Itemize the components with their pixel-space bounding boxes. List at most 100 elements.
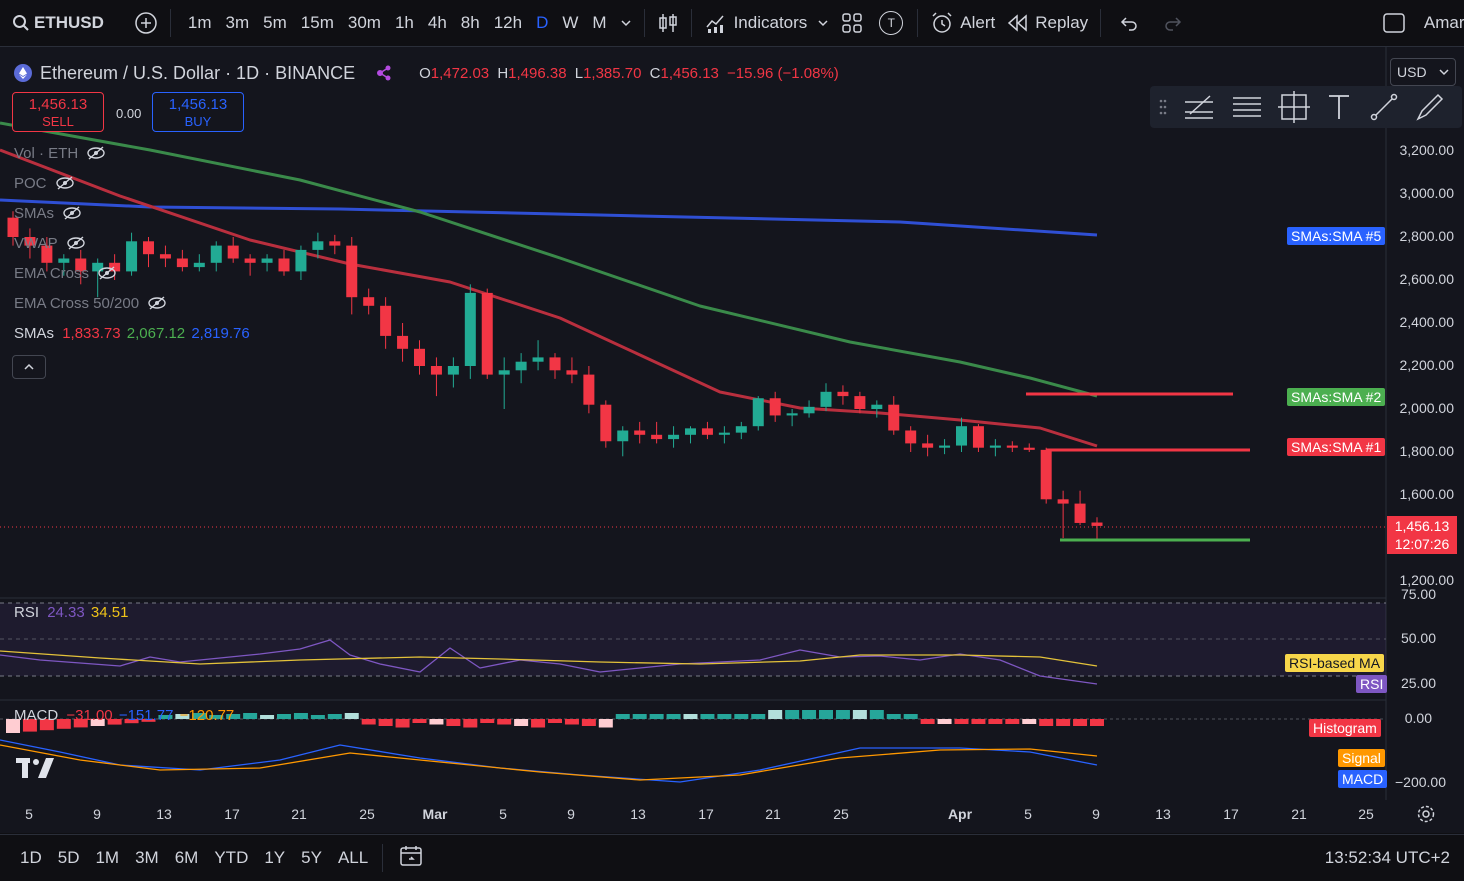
timeframe-dropdown[interactable] <box>614 0 638 46</box>
legend-vol[interactable]: Vol · ETH <box>14 145 106 162</box>
legend-ema-cross[interactable]: EMA Cross <box>14 265 117 282</box>
replay-button[interactable]: Replay <box>1001 0 1094 46</box>
timeframe-m[interactable]: M <box>592 13 607 32</box>
eye-slash-icon[interactable] <box>62 205 82 222</box>
time-tick: 9 <box>93 806 101 822</box>
eye-slash-icon[interactable] <box>147 295 167 312</box>
range-5y[interactable]: 5Y <box>301 848 322 867</box>
text-tool-icon[interactable] <box>1324 92 1354 122</box>
timeframe-5m[interactable]: 5m <box>263 13 287 32</box>
macd-badge[interactable]: MACD <box>1338 770 1388 788</box>
chevron-down-icon <box>1439 69 1449 76</box>
drag-handle-icon[interactable] <box>1158 97 1168 117</box>
rsi-ma-badge[interactable]: RSI-based MA <box>1285 654 1385 672</box>
candle-body <box>701 428 713 435</box>
macd-histogram-bar <box>243 713 258 719</box>
legend-vwap[interactable]: VWAP <box>14 235 86 252</box>
timeframe-w[interactable]: W <box>562 13 579 32</box>
eye-slash-icon[interactable] <box>97 265 117 282</box>
legend-smas[interactable]: SMAs 1,833.73 2,067.12 2,819.76 <box>14 325 250 342</box>
eye-slash-icon[interactable] <box>86 145 106 162</box>
rsi-legend[interactable]: RSI 24.33 34.51 <box>14 604 128 621</box>
collapse-legend-button[interactable] <box>12 355 46 379</box>
macd-histogram-bar <box>1056 719 1071 726</box>
legend-poc[interactable]: POC <box>14 175 75 192</box>
fib-retracement-icon[interactable] <box>1230 92 1264 122</box>
histogram-badge[interactable]: Histogram <box>1309 719 1381 737</box>
trend-line-icon[interactable] <box>1368 91 1400 123</box>
chart-area[interactable] <box>0 47 1464 833</box>
timeframe-1h[interactable]: 1h <box>394 13 414 32</box>
timeframe-4h[interactable]: 4h <box>427 13 447 32</box>
sma1-badge[interactable]: SMAs:SMA #1 <box>1287 438 1386 456</box>
chart-type-button[interactable] <box>651 0 685 46</box>
rsi-ma-line <box>0 650 1098 667</box>
go-to-date-button[interactable] <box>389 844 435 873</box>
layout-button[interactable]: Amara <box>1376 0 1464 46</box>
eth-logo-icon <box>14 64 32 82</box>
sell-price: 1,456.13 <box>28 96 88 113</box>
candle-body <box>159 254 171 259</box>
eye-slash-icon[interactable] <box>66 235 86 252</box>
buy-button[interactable]: 1,456.13 BUY <box>152 92 244 132</box>
macd-histogram-bar <box>395 719 410 728</box>
chevron-up-icon <box>24 363 34 370</box>
range-3m[interactable]: 3M <box>135 848 159 867</box>
timeframe-d[interactable]: D <box>536 13 549 32</box>
templates-button[interactable] <box>833 0 871 46</box>
indicators-dropdown[interactable] <box>813 0 833 46</box>
macd-histogram-bar <box>378 719 393 726</box>
sma5-badge[interactable]: SMAs:SMA #5 <box>1287 227 1386 245</box>
legend-ema-cross-50-200[interactable]: EMA Cross 50/200 <box>14 295 167 312</box>
timeframe-15m[interactable]: 15m <box>300 13 334 32</box>
time-tick: 25 <box>833 806 849 822</box>
alert-label: Alert <box>960 13 996 32</box>
candle-body <box>464 292 476 366</box>
timeframe-30m[interactable]: 30m <box>347 13 381 32</box>
eye-slash-icon[interactable] <box>55 175 75 192</box>
chart-canvas[interactable] <box>0 47 1464 833</box>
macd-legend[interactable]: MACD −31.00 −151.77 −120.77 <box>14 707 234 724</box>
macd-histogram-bar <box>649 714 664 719</box>
range-all[interactable]: ALL <box>337 848 369 867</box>
sma2-badge[interactable]: SMAs:SMA #2 <box>1287 388 1386 406</box>
chart-settings-button[interactable] <box>1416 804 1436 829</box>
undo-button[interactable] <box>1107 0 1151 46</box>
clock[interactable]: 13:52:34 UTC+2 <box>1324 848 1450 867</box>
range-1y[interactable]: 1Y <box>264 848 286 867</box>
range-6m[interactable]: 6M <box>174 848 199 867</box>
o-label: O <box>419 64 431 82</box>
range-ytd[interactable]: YTD <box>214 848 249 867</box>
candle-body <box>549 357 561 371</box>
t-button[interactable]: T <box>871 0 911 46</box>
range-1d[interactable]: 1D <box>20 848 42 867</box>
brush-icon[interactable] <box>1414 91 1446 123</box>
timeframe-8h[interactable]: 8h <box>460 13 480 32</box>
rsi-badge[interactable]: RSI <box>1356 675 1388 693</box>
chart-title[interactable]: Ethereum / U.S. Dollar · 1D · BINANCE <box>40 62 356 83</box>
compare-button[interactable] <box>110 0 164 46</box>
indicators-button[interactable]: Indicators <box>698 0 814 46</box>
network-icon[interactable] <box>375 64 393 82</box>
timeframe-3m[interactable]: 3m <box>225 13 250 32</box>
currency-selector[interactable]: USD <box>1390 58 1456 86</box>
macd-histogram-bar <box>903 714 918 719</box>
timeframe-12h[interactable]: 12h <box>493 13 523 32</box>
timeframe-1m[interactable]: 1m <box>187 13 212 32</box>
redo-button[interactable] <box>1151 0 1195 46</box>
legend-smas-hidden[interactable]: SMAs <box>14 205 82 222</box>
candle-body <box>143 241 154 255</box>
trend-lines-icon[interactable] <box>1182 92 1216 122</box>
signal-badge[interactable]: Signal <box>1338 749 1385 767</box>
range-1m[interactable]: 1M <box>95 848 120 867</box>
tradingview-logo[interactable] <box>16 756 58 785</box>
range-5d[interactable]: 5D <box>57 848 80 867</box>
measure-icon[interactable] <box>1278 91 1310 123</box>
candle-body <box>888 404 900 431</box>
last-price-badge[interactable]: 1,456.13 12:07:26 <box>1387 516 1457 554</box>
sell-button[interactable]: 1,456.13 SELL <box>12 92 104 132</box>
candle-body <box>1091 522 1103 526</box>
alert-button[interactable]: Alert <box>924 0 1001 46</box>
macd-histogram-bar <box>6 719 20 733</box>
symbol-search[interactable]: ETHUSD <box>0 0 110 46</box>
